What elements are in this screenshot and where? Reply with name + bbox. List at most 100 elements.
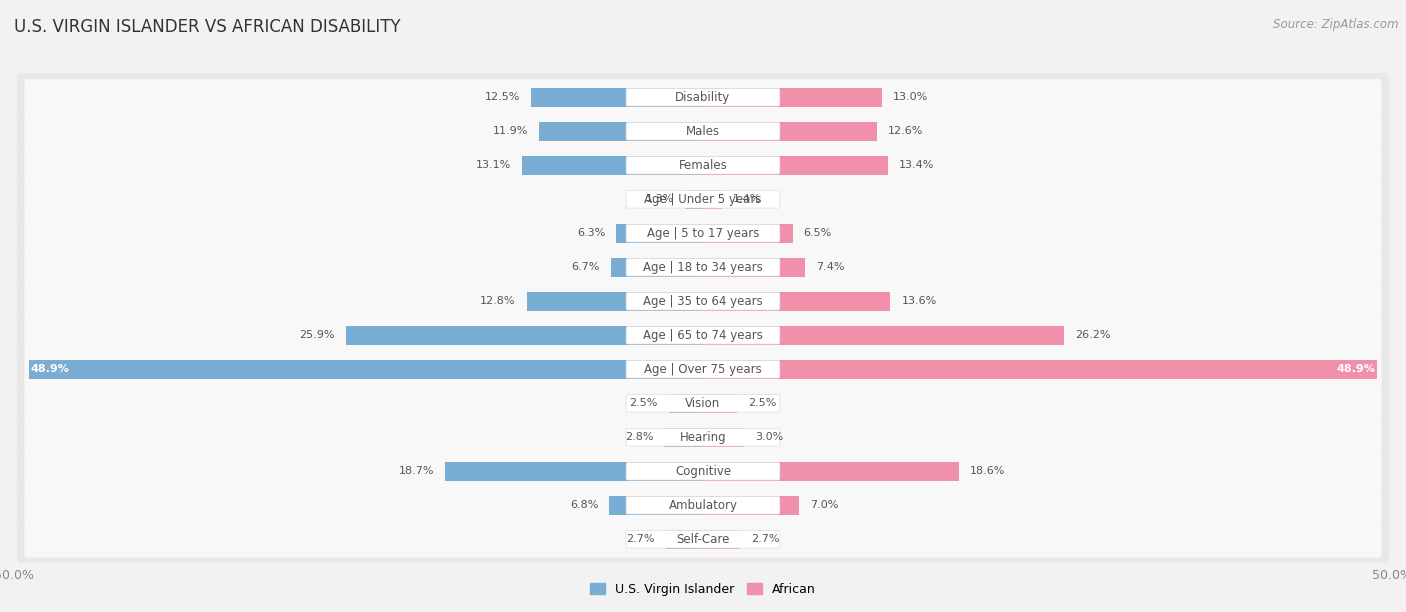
FancyBboxPatch shape xyxy=(24,351,1382,387)
Bar xyxy=(703,224,793,242)
FancyBboxPatch shape xyxy=(17,242,1389,292)
Text: 6.5%: 6.5% xyxy=(804,228,832,238)
Bar xyxy=(703,360,1376,379)
Bar xyxy=(30,360,703,379)
Text: Age | Under 5 years: Age | Under 5 years xyxy=(644,193,762,206)
Bar xyxy=(703,258,806,277)
FancyBboxPatch shape xyxy=(17,73,1389,122)
Text: 18.6%: 18.6% xyxy=(970,466,1005,476)
Bar xyxy=(669,394,703,412)
Text: 48.9%: 48.9% xyxy=(1337,364,1375,375)
Bar xyxy=(703,122,876,141)
FancyBboxPatch shape xyxy=(17,277,1389,326)
Text: 2.8%: 2.8% xyxy=(624,432,654,442)
FancyBboxPatch shape xyxy=(17,209,1389,258)
FancyBboxPatch shape xyxy=(626,360,780,378)
Text: Age | 65 to 74 years: Age | 65 to 74 years xyxy=(643,329,763,341)
Text: 18.7%: 18.7% xyxy=(399,466,434,476)
Bar xyxy=(346,326,703,345)
Bar xyxy=(703,530,740,548)
FancyBboxPatch shape xyxy=(626,157,780,174)
Text: Vision: Vision xyxy=(685,397,721,410)
Bar xyxy=(446,462,703,480)
Text: 7.0%: 7.0% xyxy=(810,500,839,510)
Bar xyxy=(666,530,703,548)
FancyBboxPatch shape xyxy=(626,531,780,548)
FancyBboxPatch shape xyxy=(17,480,1389,530)
Text: Hearing: Hearing xyxy=(679,431,727,444)
Text: Females: Females xyxy=(679,159,727,172)
Text: Source: ZipAtlas.com: Source: ZipAtlas.com xyxy=(1274,18,1399,31)
Bar xyxy=(523,156,703,174)
FancyBboxPatch shape xyxy=(17,412,1389,462)
Bar xyxy=(703,326,1064,345)
Text: Age | Over 75 years: Age | Over 75 years xyxy=(644,363,762,376)
Text: 48.9%: 48.9% xyxy=(31,364,69,375)
FancyBboxPatch shape xyxy=(17,174,1389,224)
Text: 2.7%: 2.7% xyxy=(751,534,780,544)
Text: 13.1%: 13.1% xyxy=(477,160,512,170)
FancyBboxPatch shape xyxy=(24,453,1382,490)
Text: 26.2%: 26.2% xyxy=(1076,330,1111,340)
Text: Age | 35 to 64 years: Age | 35 to 64 years xyxy=(643,295,763,308)
FancyBboxPatch shape xyxy=(17,379,1389,428)
Text: 11.9%: 11.9% xyxy=(492,126,529,136)
FancyBboxPatch shape xyxy=(626,122,780,140)
Text: 6.3%: 6.3% xyxy=(576,228,605,238)
Bar xyxy=(609,496,703,515)
FancyBboxPatch shape xyxy=(24,147,1382,184)
FancyBboxPatch shape xyxy=(626,463,780,480)
Text: 25.9%: 25.9% xyxy=(299,330,335,340)
Text: Ambulatory: Ambulatory xyxy=(668,499,738,512)
FancyBboxPatch shape xyxy=(626,225,780,242)
Bar xyxy=(703,292,890,310)
Text: 1.3%: 1.3% xyxy=(645,194,673,204)
FancyBboxPatch shape xyxy=(626,293,780,310)
FancyBboxPatch shape xyxy=(17,447,1389,496)
FancyBboxPatch shape xyxy=(24,215,1382,252)
Bar xyxy=(703,496,800,515)
Text: 13.0%: 13.0% xyxy=(893,92,928,102)
FancyBboxPatch shape xyxy=(17,515,1389,564)
Bar xyxy=(703,428,744,447)
Text: U.S. VIRGIN ISLANDER VS AFRICAN DISABILITY: U.S. VIRGIN ISLANDER VS AFRICAN DISABILI… xyxy=(14,18,401,36)
FancyBboxPatch shape xyxy=(24,487,1382,523)
FancyBboxPatch shape xyxy=(24,181,1382,217)
Text: 12.5%: 12.5% xyxy=(484,92,520,102)
Bar xyxy=(531,88,703,106)
FancyBboxPatch shape xyxy=(626,428,780,446)
Text: 1.4%: 1.4% xyxy=(734,194,762,204)
FancyBboxPatch shape xyxy=(626,326,780,344)
FancyBboxPatch shape xyxy=(626,496,780,514)
Text: 13.6%: 13.6% xyxy=(901,296,936,306)
Bar xyxy=(616,224,703,242)
FancyBboxPatch shape xyxy=(24,79,1382,116)
Text: 13.4%: 13.4% xyxy=(898,160,934,170)
Bar xyxy=(685,190,703,209)
Text: Males: Males xyxy=(686,125,720,138)
FancyBboxPatch shape xyxy=(626,190,780,208)
FancyBboxPatch shape xyxy=(24,317,1382,354)
FancyBboxPatch shape xyxy=(17,141,1389,190)
FancyBboxPatch shape xyxy=(24,419,1382,455)
Bar xyxy=(665,428,703,447)
FancyBboxPatch shape xyxy=(626,258,780,276)
FancyBboxPatch shape xyxy=(17,345,1389,394)
Text: 2.7%: 2.7% xyxy=(626,534,655,544)
Text: 12.8%: 12.8% xyxy=(479,296,516,306)
Bar xyxy=(703,156,887,174)
Bar xyxy=(527,292,703,310)
FancyBboxPatch shape xyxy=(17,310,1389,360)
Bar xyxy=(610,258,703,277)
FancyBboxPatch shape xyxy=(24,521,1382,558)
FancyBboxPatch shape xyxy=(17,106,1389,156)
Bar xyxy=(703,462,959,480)
FancyBboxPatch shape xyxy=(24,385,1382,422)
FancyBboxPatch shape xyxy=(24,283,1382,319)
Text: Disability: Disability xyxy=(675,91,731,104)
Bar xyxy=(703,190,723,209)
Text: Age | 18 to 34 years: Age | 18 to 34 years xyxy=(643,261,763,274)
Text: 2.5%: 2.5% xyxy=(628,398,658,408)
Text: 6.8%: 6.8% xyxy=(569,500,599,510)
Text: Age | 5 to 17 years: Age | 5 to 17 years xyxy=(647,226,759,240)
